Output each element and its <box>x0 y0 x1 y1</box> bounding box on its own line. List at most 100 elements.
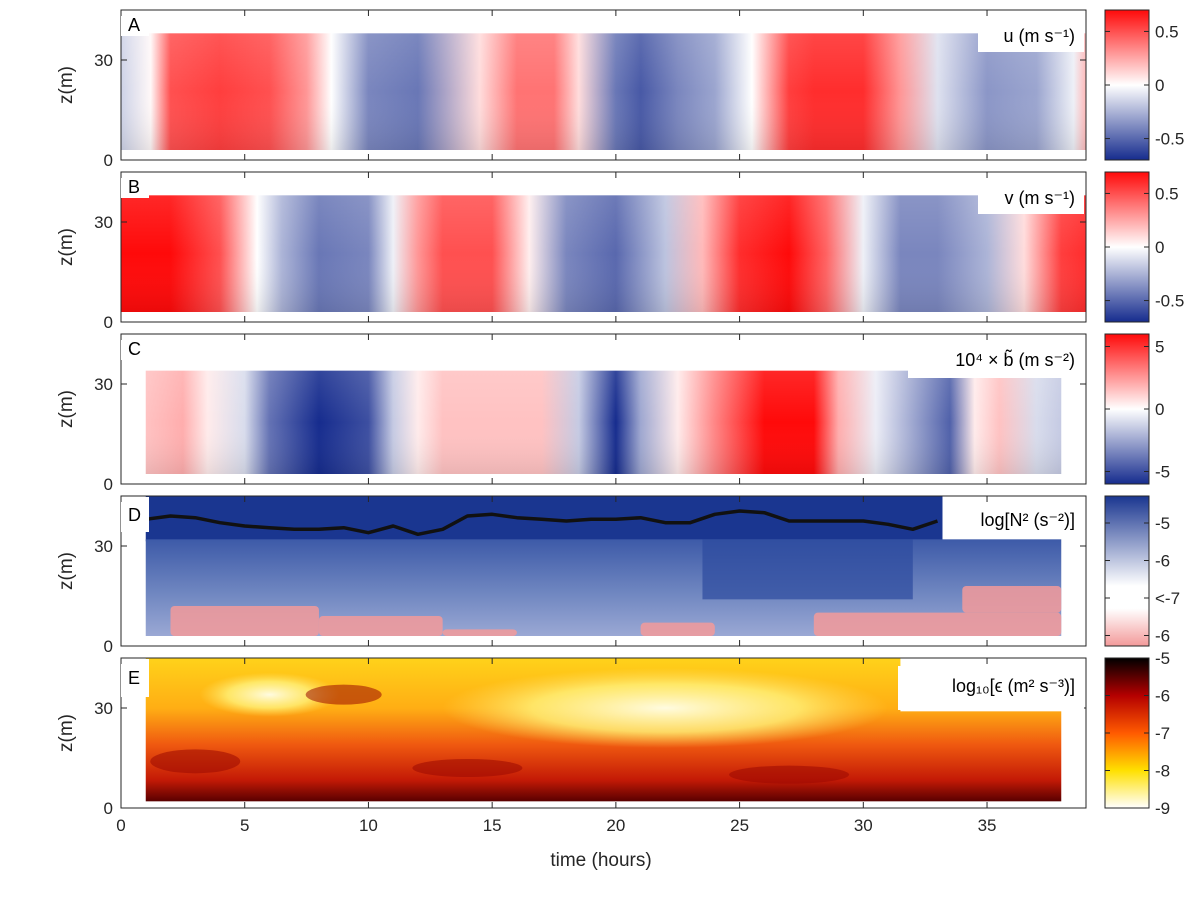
colorbar-tick-label: 0 <box>1155 400 1164 419</box>
y-tick-label: 0 <box>104 313 113 332</box>
variable-label-box <box>908 342 1084 378</box>
x-tick-label: 20 <box>606 816 625 835</box>
y-tick-labels: 0 30 <box>94 375 1086 494</box>
colorbar-tick-labels: -5 -6 <-7 -6 <box>1105 514 1180 646</box>
heatmap-shading <box>145 370 1062 474</box>
variable-label: v (m s⁻¹) <box>1005 188 1075 208</box>
variable-label: log₁₀[ϵ (m² s⁻³)] <box>952 676 1075 696</box>
colorbar-tick-label: 0 <box>1155 76 1164 95</box>
high-dissipation-patch <box>412 759 523 777</box>
variable-label-box <box>898 666 1084 710</box>
panel-e: 0 30 z(m) E log₁₀[ϵ (m² s⁻³)] -5 -6 -7 -8 -9 <box>56 649 1170 818</box>
colorbar-tick-label: -0.5 <box>1155 292 1184 311</box>
colorbar <box>1104 171 1150 323</box>
colorbar <box>1104 9 1150 161</box>
panel-label-box <box>121 173 149 198</box>
y-tick-label: 30 <box>94 699 113 718</box>
panel-label: A <box>128 15 140 35</box>
colorbar-tick-label: 0.5 <box>1155 22 1179 41</box>
colorbar-tick-label: -7 <box>1155 724 1170 743</box>
weak-stratification-patch <box>813 612 1062 636</box>
colorbar <box>1104 495 1150 647</box>
colorbar-tick-label: -0.5 <box>1155 130 1184 149</box>
colorbar-tick-labels: 0.5 0 -0.5 <box>1105 184 1184 311</box>
heatmap-shading <box>121 33 1086 151</box>
x-tick-label: 30 <box>854 816 873 835</box>
y-axis-label: z(m) <box>56 66 77 104</box>
heatmap-field <box>121 33 1086 151</box>
colorbar-tick-label: 0.5 <box>1155 184 1179 203</box>
y-tick-label: 30 <box>94 375 113 394</box>
y-tick-labels: 0 30 <box>94 537 1086 656</box>
panel-label: B <box>128 177 140 197</box>
panel-label-box <box>121 497 149 532</box>
colorbar-tick-labels: 0.5 0 -0.5 <box>1105 22 1184 149</box>
x-tick-label: 10 <box>359 816 378 835</box>
colorbar-tick-label: <-7 <box>1155 589 1180 608</box>
y-axis-label: z(m) <box>56 390 77 428</box>
mixed-layer-depth-line <box>145 509 939 537</box>
y-axis-label: z(m) <box>56 228 77 266</box>
panel-label: D <box>128 505 141 525</box>
panel-label: E <box>128 668 140 688</box>
axes-frame <box>120 9 1087 161</box>
x-tick-label: 0 <box>116 816 125 835</box>
y-tick-labels: 0 30 <box>94 51 1086 170</box>
heatmap-field <box>121 195 1086 312</box>
panel-label-box <box>121 659 149 697</box>
y-tick-label: 0 <box>104 799 113 818</box>
x-tick-label: 15 <box>483 816 502 835</box>
variable-label: log[N² (s⁻²)] <box>981 510 1076 530</box>
weak-stratification-patch <box>640 622 715 636</box>
heatmap-field <box>145 658 1067 802</box>
y-axis-label: z(m) <box>56 714 77 752</box>
panel-c: 0 30 z(m) C 10⁴ × b̃ (m s⁻²) 5 0 -5 <box>56 333 1170 494</box>
colorbar-tick-label: -8 <box>1155 762 1170 781</box>
y-axis-label: z(m) <box>56 552 77 590</box>
colorbar <box>1104 333 1150 485</box>
panel-a: 0 30 z(m) A u (m s⁻¹) 0.5 0 -0.5 <box>56 9 1184 170</box>
mixing-core <box>199 672 340 717</box>
weak-stratification-patch <box>442 629 517 636</box>
variable-label: 10⁴ × b̃ (m s⁻²) <box>955 349 1075 370</box>
weak-stratification-patch <box>170 606 319 636</box>
y-tick-label: 30 <box>94 51 113 70</box>
x-tick-label: 35 <box>978 816 997 835</box>
colorbar-tick-labels: 5 0 -5 <box>1105 338 1170 482</box>
variable-label: u (m s⁻¹) <box>1004 26 1076 46</box>
heatmap-field <box>145 496 1062 636</box>
heatmap-shading <box>121 195 1086 312</box>
axes-frame <box>120 657 1087 809</box>
panel-label-box <box>121 335 149 360</box>
y-tick-label: 0 <box>104 637 113 656</box>
colorbar-tick-label: -6 <box>1155 552 1170 571</box>
y-tick-labels: 0 30 <box>94 213 1086 332</box>
weak-stratification-patch <box>962 586 1062 613</box>
panel-label-box <box>121 11 149 36</box>
colorbar-tick-label: -5 <box>1155 649 1170 668</box>
colorbar-tick-label: 0 <box>1155 238 1164 257</box>
panel-label: C <box>128 339 141 359</box>
x-tick-labels: 0 5 10 15 20 25 30 35 <box>116 10 996 835</box>
colorbar <box>1104 657 1150 809</box>
y-tick-label: 30 <box>94 537 113 556</box>
colorbar-tick-label: -5 <box>1155 463 1170 482</box>
y-tick-label: 0 <box>104 151 113 170</box>
colorbar-tick-label: -9 <box>1155 799 1170 818</box>
x-axis-label: time (hours) <box>550 850 651 871</box>
colorbar-tick-label: -6 <box>1155 687 1170 706</box>
axes-frame <box>120 171 1087 323</box>
high-dissipation-patch <box>150 749 241 774</box>
axes-frame <box>120 333 1087 485</box>
x-tick-label: 5 <box>240 816 249 835</box>
axes-frame <box>120 495 1087 647</box>
variable-label-box <box>944 497 1084 537</box>
panel-d: 0 30 z(m) D log[N² (s⁻²)] -5 -6 <-7 -6 <box>56 495 1180 656</box>
high-dissipation-patch <box>305 684 382 705</box>
weak-stratification-patch <box>318 616 443 636</box>
strong-stratification-region <box>702 539 913 600</box>
heatmap-field <box>145 370 1062 474</box>
y-tick-label: 30 <box>94 213 113 232</box>
variable-label-box <box>978 182 1084 214</box>
